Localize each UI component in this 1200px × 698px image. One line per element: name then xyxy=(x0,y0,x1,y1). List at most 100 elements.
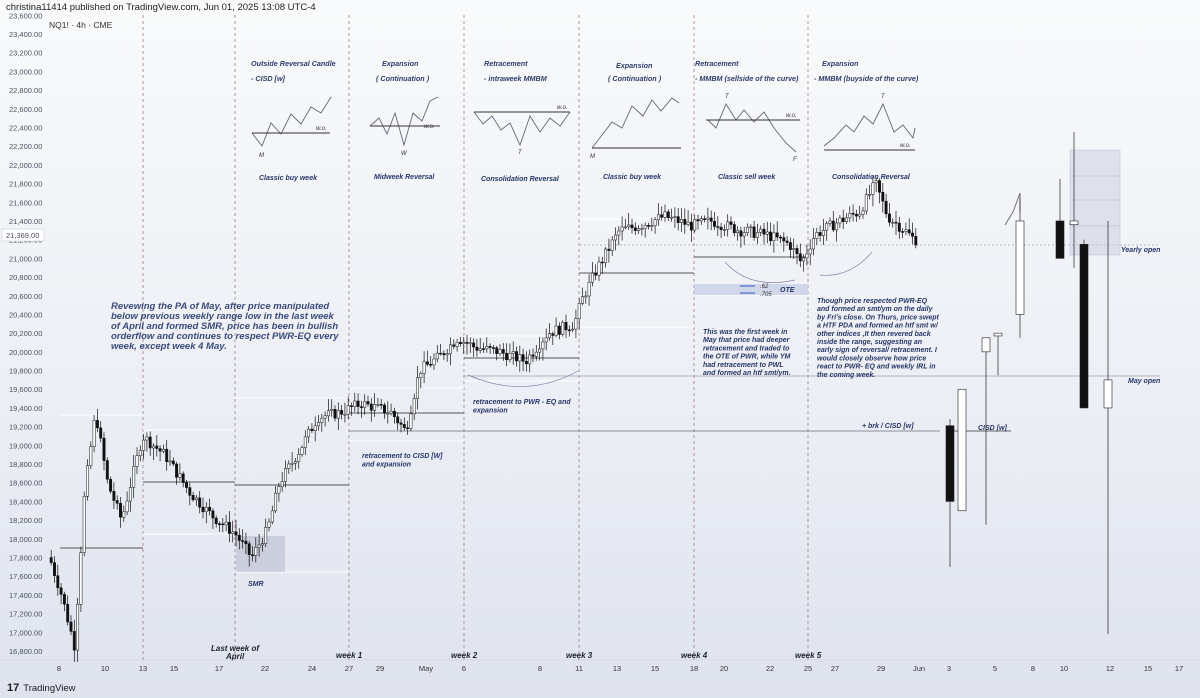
yearly-open-label: Yearly open xyxy=(1121,247,1160,254)
candle xyxy=(386,401,390,424)
candle xyxy=(290,452,294,472)
candle xyxy=(105,457,109,484)
y-tick-label: 17,400.00 xyxy=(9,591,42,600)
candle xyxy=(716,216,720,236)
candle xyxy=(630,218,634,234)
weekly-candle xyxy=(945,419,955,567)
candle xyxy=(76,597,80,662)
candle xyxy=(689,213,693,243)
candle xyxy=(214,515,218,528)
candle xyxy=(755,223,759,244)
candle xyxy=(488,343,492,355)
candle xyxy=(287,460,291,474)
candle xyxy=(656,203,660,226)
candle xyxy=(234,520,238,547)
week-label-3: week 3 xyxy=(566,651,593,660)
candle xyxy=(571,322,575,333)
candle xyxy=(825,221,829,241)
note-line: Though price respected PWR-EQ xyxy=(817,298,928,305)
candle xyxy=(152,443,155,461)
a2-sub: ( Continuation ) xyxy=(376,74,430,83)
weekly-candle xyxy=(1079,239,1089,409)
a4-sub: ( Continuation ) xyxy=(608,74,662,83)
tradingview-footer[interactable]: 17 TradingView xyxy=(7,682,76,694)
candle xyxy=(95,408,99,433)
x-tick-label: Jun xyxy=(913,664,925,673)
current-price-label: 21,369.00 xyxy=(6,231,39,240)
candle xyxy=(432,353,436,370)
candle xyxy=(538,336,542,361)
time-axis: 8 10 13 15 17 22 24 27 29 May 6 8 11 13 15 18 20 22 25 27 29… xyxy=(57,664,1183,673)
candle xyxy=(557,322,561,340)
candle xyxy=(894,211,898,235)
x-tick-label: 15 xyxy=(1144,664,1152,673)
note-line: react to PWR- EQ and weekly IRL in xyxy=(817,364,936,371)
x-tick-label: 13 xyxy=(139,664,147,673)
note-line: would closely observe how price xyxy=(817,355,926,362)
weekly-range-levels xyxy=(60,218,808,573)
y-tick-label: 21,600.00 xyxy=(9,198,42,207)
candle xyxy=(422,351,426,384)
candle xyxy=(53,556,56,583)
weekly-candle xyxy=(1015,197,1025,338)
candle xyxy=(617,226,621,246)
candle xyxy=(769,222,773,246)
weekly-pda-zone xyxy=(1069,149,1121,256)
candle xyxy=(218,521,221,532)
candle xyxy=(881,182,885,213)
a2-w: W xyxy=(401,151,408,157)
x-tick-label: 29 xyxy=(877,664,885,673)
a6-caption: Consolidation Reversal xyxy=(832,174,911,181)
candle xyxy=(858,205,862,220)
weekly-candle xyxy=(1055,178,1065,259)
note-line: May that price had deeper xyxy=(703,337,791,344)
candle xyxy=(841,209,845,230)
candle xyxy=(901,228,905,239)
candle xyxy=(518,345,522,372)
x-tick-label: 27 xyxy=(345,664,353,673)
y-tick-label: 19,600.00 xyxy=(9,385,42,394)
note-line: Revewing the PA of May, after price mani… xyxy=(111,301,329,312)
candle xyxy=(475,338,479,357)
y-tick-label: 22,400.00 xyxy=(9,123,42,132)
candle xyxy=(670,208,674,222)
candle xyxy=(713,211,716,230)
candle xyxy=(416,365,419,410)
candle xyxy=(313,416,317,442)
candle xyxy=(468,337,472,353)
candle xyxy=(257,534,261,557)
candle xyxy=(515,346,518,367)
candle xyxy=(561,320,565,337)
candle xyxy=(508,343,512,363)
x-tick-label: May xyxy=(419,664,433,673)
x-tick-label: 10 xyxy=(101,664,109,673)
note-line: orderflow and continues to respect PWR-E… xyxy=(111,331,339,342)
candle xyxy=(442,350,446,361)
note-line: the OTE of PWR, while YM xyxy=(703,354,791,361)
candle xyxy=(831,211,835,233)
candle xyxy=(485,337,489,353)
x-tick-label: 15 xyxy=(651,664,659,673)
x-tick-label: 6 xyxy=(462,664,466,673)
candle xyxy=(614,227,617,251)
y-tick-label: 23,400.00 xyxy=(9,30,42,39)
candle xyxy=(260,537,264,552)
candle xyxy=(458,337,462,347)
candle xyxy=(402,417,406,431)
candle xyxy=(343,402,347,423)
y-tick-label: 17,800.00 xyxy=(9,554,42,563)
candle xyxy=(66,595,70,626)
candle xyxy=(297,448,301,469)
week-label-4: week 4 xyxy=(681,651,708,660)
candle xyxy=(660,206,664,221)
y-tick-label: 20,800.00 xyxy=(9,273,42,282)
candle xyxy=(722,224,726,237)
note-line: below previous weekly range low in the l… xyxy=(111,311,335,322)
y-tick-label: 17,600.00 xyxy=(9,572,42,581)
a6-wo: w.o. xyxy=(900,143,911,149)
candle xyxy=(521,348,525,372)
candle xyxy=(399,418,403,433)
weekly-candle xyxy=(1069,132,1079,268)
